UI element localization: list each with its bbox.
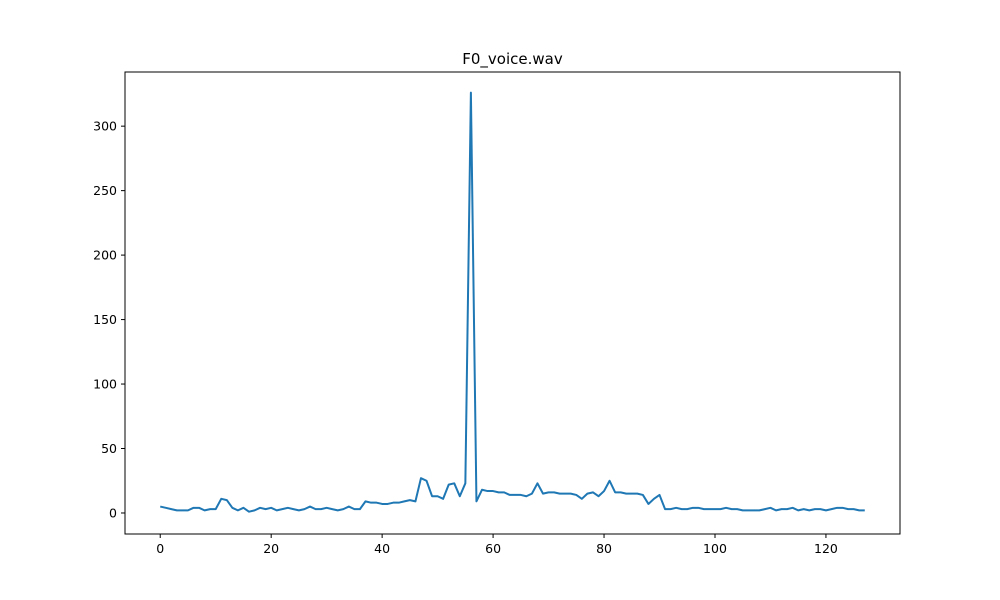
y-tick-label: 100	[93, 377, 117, 392]
x-tick-label: 60	[485, 541, 501, 556]
plot-area	[160, 91, 865, 513]
x-axis: 0 20 40 60 80 100 120	[156, 534, 838, 556]
y-tick-label: 250	[93, 183, 117, 198]
x-tick-label: 80	[596, 541, 612, 556]
y-tick-label: 200	[93, 248, 117, 263]
x-tick-label: 20	[263, 541, 279, 556]
x-tick-label: 0	[156, 541, 164, 556]
x-tick-label: 40	[374, 541, 390, 556]
x-tick-label: 100	[703, 541, 727, 556]
y-tick-label: 50	[101, 441, 117, 456]
y-tick-label: 0	[109, 505, 117, 520]
chart-title: F0_voice.wav	[462, 50, 563, 69]
series-line-0	[160, 91, 865, 513]
y-tick-label: 150	[93, 312, 117, 327]
y-axis: 0 50 100 150 200 250 300	[93, 119, 125, 520]
axes-frame	[124, 71, 901, 535]
x-tick-label: 120	[814, 541, 838, 556]
y-tick-label: 300	[93, 119, 117, 134]
